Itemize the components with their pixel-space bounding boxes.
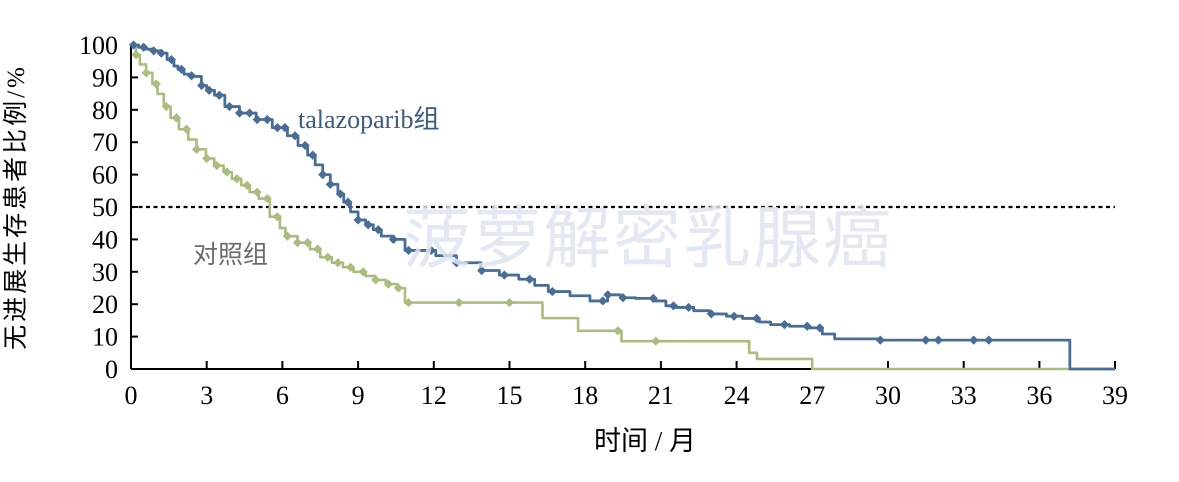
svg-text:talazoparib组: talazoparib组 <box>298 104 440 134</box>
svg-text:9: 9 <box>352 381 365 410</box>
svg-text:时间 / 月: 时间 / 月 <box>594 426 696 456</box>
svg-text:90: 90 <box>92 63 118 92</box>
svg-text:无进展生存患者比例/%: 无进展生存患者比例/% <box>2 64 30 350</box>
svg-text:0: 0 <box>125 381 138 410</box>
svg-text:6: 6 <box>276 381 289 410</box>
svg-text:40: 40 <box>92 225 118 254</box>
svg-text:33: 33 <box>951 381 977 410</box>
svg-text:27: 27 <box>799 381 825 410</box>
svg-text:20: 20 <box>92 290 118 319</box>
svg-text:60: 60 <box>92 161 118 190</box>
svg-text:80: 80 <box>92 96 118 125</box>
svg-text:10: 10 <box>92 323 118 352</box>
svg-text:30: 30 <box>875 381 901 410</box>
svg-text:21: 21 <box>648 381 674 410</box>
svg-text:50: 50 <box>92 193 118 222</box>
svg-text:对照组: 对照组 <box>193 241 268 269</box>
svg-text:36: 36 <box>1026 381 1052 410</box>
svg-text:100: 100 <box>79 31 118 60</box>
svg-text:24: 24 <box>724 381 750 410</box>
svg-text:0: 0 <box>105 355 118 384</box>
svg-text:15: 15 <box>497 381 523 410</box>
svg-text:39: 39 <box>1102 381 1128 410</box>
svg-text:18: 18 <box>572 381 598 410</box>
svg-text:菠萝解密乳腺癌: 菠萝解密乳腺癌 <box>403 201 893 277</box>
svg-text:12: 12 <box>421 381 447 410</box>
svg-text:3: 3 <box>200 381 213 410</box>
svg-text:30: 30 <box>92 258 118 287</box>
svg-text:70: 70 <box>92 128 118 157</box>
